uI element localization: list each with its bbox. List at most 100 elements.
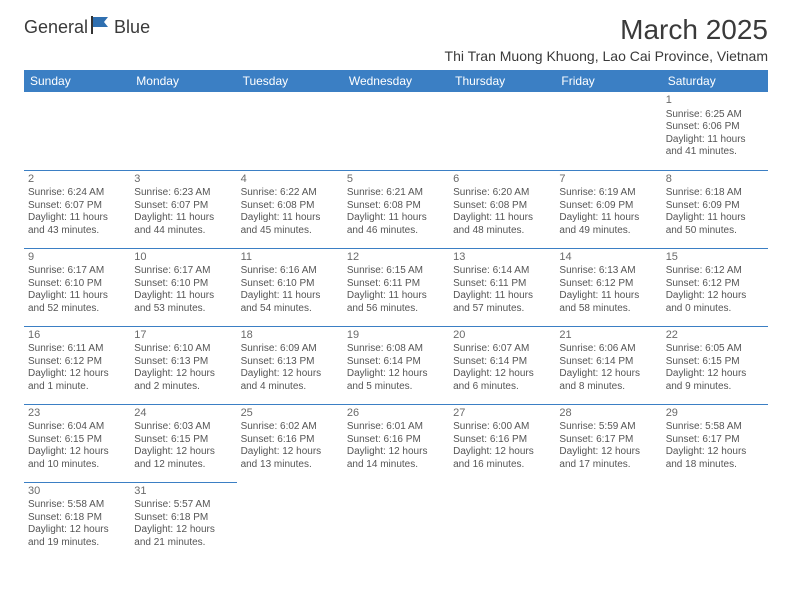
day-number: 24 — [134, 407, 232, 421]
day-number: 5 — [347, 173, 445, 187]
sunset-line: Sunset: 6:10 PM — [134, 278, 232, 291]
daylight-line-1: Daylight: 12 hours — [559, 446, 657, 459]
sunset-line: Sunset: 6:12 PM — [559, 278, 657, 291]
day-number: 15 — [666, 251, 764, 265]
calendar-cell — [555, 92, 661, 170]
day-number: 27 — [453, 407, 551, 421]
daylight-line-2: and 5 minutes. — [347, 381, 445, 394]
sunset-line: Sunset: 6:16 PM — [453, 434, 551, 447]
calendar-cell: 27Sunrise: 6:00 AMSunset: 6:16 PMDayligh… — [449, 404, 555, 482]
day-number: 18 — [241, 329, 339, 343]
daylight-line-1: Daylight: 12 hours — [453, 446, 551, 459]
logo-text-blue: Blue — [114, 17, 150, 38]
calendar-cell — [237, 92, 343, 170]
sunrise-line: Sunrise: 5:59 AM — [559, 421, 657, 434]
daylight-line-2: and 9 minutes. — [666, 381, 764, 394]
day-header: Monday — [130, 70, 236, 92]
day-number: 28 — [559, 407, 657, 421]
day-number: 7 — [559, 173, 657, 187]
day-header: Tuesday — [237, 70, 343, 92]
sunrise-line: Sunrise: 6:02 AM — [241, 421, 339, 434]
day-number: 21 — [559, 329, 657, 343]
sunset-line: Sunset: 6:18 PM — [28, 512, 126, 525]
sunrise-line: Sunrise: 6:18 AM — [666, 187, 764, 200]
daylight-line-2: and 13 minutes. — [241, 459, 339, 472]
daylight-line-2: and 0 minutes. — [666, 303, 764, 316]
sunrise-line: Sunrise: 6:17 AM — [134, 265, 232, 278]
calendar-cell: 5Sunrise: 6:21 AMSunset: 6:08 PMDaylight… — [343, 170, 449, 248]
daylight-line-2: and 58 minutes. — [559, 303, 657, 316]
daylight-line-1: Daylight: 11 hours — [347, 290, 445, 303]
daylight-line-2: and 49 minutes. — [559, 225, 657, 238]
day-number: 11 — [241, 251, 339, 265]
day-number: 16 — [28, 329, 126, 343]
calendar-cell: 2Sunrise: 6:24 AMSunset: 6:07 PMDaylight… — [24, 170, 130, 248]
daylight-line-2: and 14 minutes. — [347, 459, 445, 472]
sunrise-line: Sunrise: 6:21 AM — [347, 187, 445, 200]
sunset-line: Sunset: 6:14 PM — [453, 356, 551, 369]
daylight-line-1: Daylight: 12 hours — [134, 446, 232, 459]
daylight-line-2: and 44 minutes. — [134, 225, 232, 238]
daylight-line-2: and 52 minutes. — [28, 303, 126, 316]
calendar-cell — [662, 482, 768, 560]
day-number: 10 — [134, 251, 232, 265]
calendar-cell: 31Sunrise: 5:57 AMSunset: 6:18 PMDayligh… — [130, 482, 236, 560]
calendar-cell: 29Sunrise: 5:58 AMSunset: 6:17 PMDayligh… — [662, 404, 768, 482]
sunrise-line: Sunrise: 5:58 AM — [28, 499, 126, 512]
sunset-line: Sunset: 6:08 PM — [347, 200, 445, 213]
calendar-row: 9 Sunrise: 6:17 AMSunset: 6:10 PM Daylight… — [24, 248, 768, 326]
calendar-cell: 21Sunrise: 6:06 AMSunset: 6:14 PMDayligh… — [555, 326, 661, 404]
month-title: March 2025 — [445, 14, 768, 46]
daylight-line-1: Daylight: 11 hours — [666, 134, 764, 147]
daylight-line-2: and 6 minutes. — [453, 381, 551, 394]
calendar-cell: 6Sunrise: 6:20 AMSunset: 6:08 PMDaylight… — [449, 170, 555, 248]
day-number: 31 — [134, 485, 232, 499]
location: Thi Tran Muong Khuong, Lao Cai Province,… — [445, 48, 768, 64]
calendar-cell — [237, 482, 343, 560]
logo: General Blue — [24, 14, 150, 41]
daylight-line-2: and 12 minutes. — [134, 459, 232, 472]
calendar-cell: 12Sunrise: 6:15 AMSunset: 6:11 PMDayligh… — [343, 248, 449, 326]
day-header: Wednesday — [343, 70, 449, 92]
day-header: Thursday — [449, 70, 555, 92]
calendar-cell — [130, 92, 236, 170]
daylight-line-1: Daylight: 11 hours — [134, 212, 232, 225]
daylight-line-1: Daylight: 12 hours — [347, 446, 445, 459]
daylight-line-1: Daylight: 12 hours — [666, 446, 764, 459]
sunset-line: Sunset: 6:12 PM — [28, 356, 126, 369]
daylight-line-2: and 4 minutes. — [241, 381, 339, 394]
daylight-line-2: and 50 minutes. — [666, 225, 764, 238]
calendar-row: 16Sunrise: 6:11 AMSunset: 6:12 PM Dayligh… — [24, 326, 768, 404]
day-number: 25 — [241, 407, 339, 421]
daylight-line-1: Daylight: 11 hours — [666, 212, 764, 225]
sunrise-line: Sunrise: 6:20 AM — [453, 187, 551, 200]
header: General Blue March 2025 Thi Tran Muong K… — [24, 14, 768, 64]
sunrise-line: Sunrise: 6:07 AM — [453, 343, 551, 356]
sunrise-line: Sunrise: 6:03 AM — [134, 421, 232, 434]
sunset-line: Sunset: 6:11 PM — [453, 278, 551, 291]
calendar-cell: 10Sunrise: 6:17 AMSunset: 6:10 PMDayligh… — [130, 248, 236, 326]
daylight-line-2: and 57 minutes. — [453, 303, 551, 316]
calendar-cell: 9Sunrise: 6:17 AMSunset: 6:10 PMDaylight… — [24, 248, 130, 326]
day-number: 9 — [28, 251, 126, 265]
sunrise-line: Sunrise: 6:11 AM — [28, 343, 126, 356]
daylight-line-1: Daylight: 12 hours — [347, 368, 445, 381]
daylight-line-2: and 46 minutes. — [347, 225, 445, 238]
title-block: March 2025 Thi Tran Muong Khuong, Lao Ca… — [445, 14, 768, 64]
day-header: Friday — [555, 70, 661, 92]
daylight-line-2: and 21 minutes. — [134, 537, 232, 550]
daylight-line-1: Daylight: 12 hours — [666, 290, 764, 303]
day-number: 29 — [666, 407, 764, 421]
daylight-line-1: Daylight: 11 hours — [453, 212, 551, 225]
sunset-line: Sunset: 6:12 PM — [666, 278, 764, 291]
sunrise-line: Sunrise: 6:14 AM — [453, 265, 551, 278]
day-number: 3 — [134, 173, 232, 187]
daylight-line-2: and 48 minutes. — [453, 225, 551, 238]
sunset-line: Sunset: 6:08 PM — [241, 200, 339, 213]
daylight-line-2: and 54 minutes. — [241, 303, 339, 316]
sunrise-line: Sunrise: 5:57 AM — [134, 499, 232, 512]
sunset-line: Sunset: 6:11 PM — [347, 278, 445, 291]
sunrise-line: Sunrise: 6:01 AM — [347, 421, 445, 434]
daylight-line-2: and 17 minutes. — [559, 459, 657, 472]
daylight-line-1: Daylight: 11 hours — [28, 212, 126, 225]
